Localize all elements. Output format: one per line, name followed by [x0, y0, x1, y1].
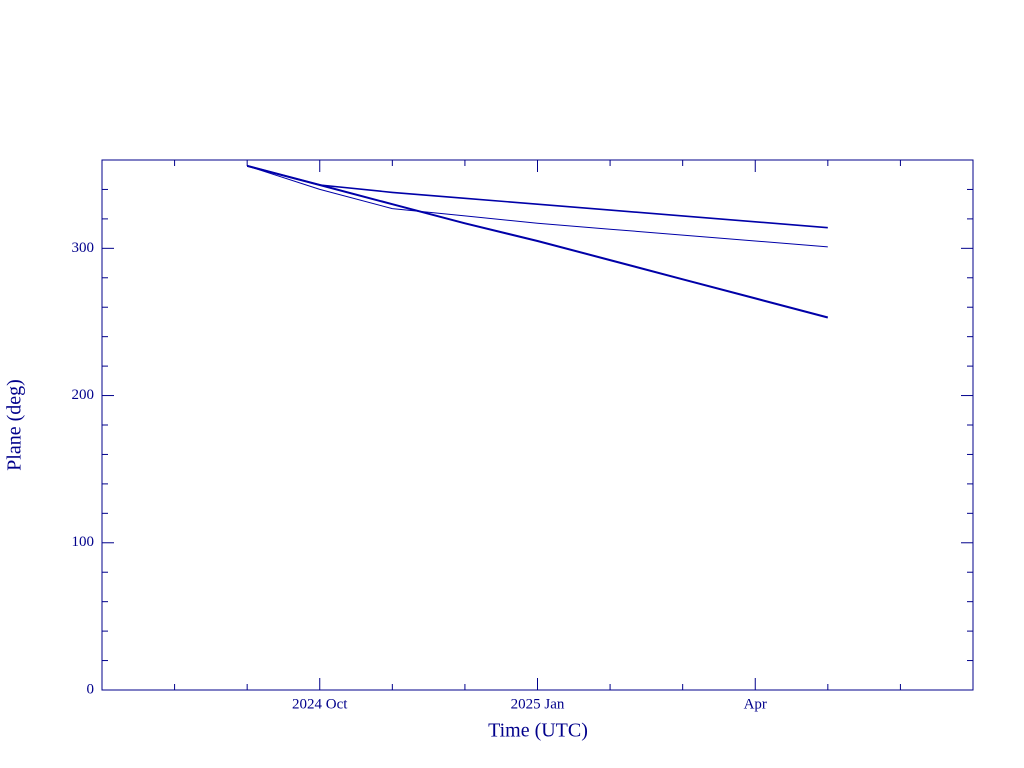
- y-tick-label: 200: [72, 387, 95, 403]
- x-tick-label: 2025 Jan: [511, 696, 565, 712]
- x-tick-label: 2024 Oct: [292, 696, 348, 712]
- series-line: [246, 164, 829, 319]
- x-axis-title: Time (UTC): [488, 720, 588, 742]
- plot-frame: [101, 159, 974, 691]
- y-tick-label: 300: [72, 240, 95, 256]
- series-line: [247, 165, 828, 248]
- x-tick-label: Apr: [744, 696, 767, 712]
- y-tick-label: 0: [87, 681, 95, 697]
- y-axis-title: Plane (deg): [4, 379, 26, 471]
- y-tick-label: 100: [72, 534, 95, 550]
- series-line: [246, 165, 828, 229]
